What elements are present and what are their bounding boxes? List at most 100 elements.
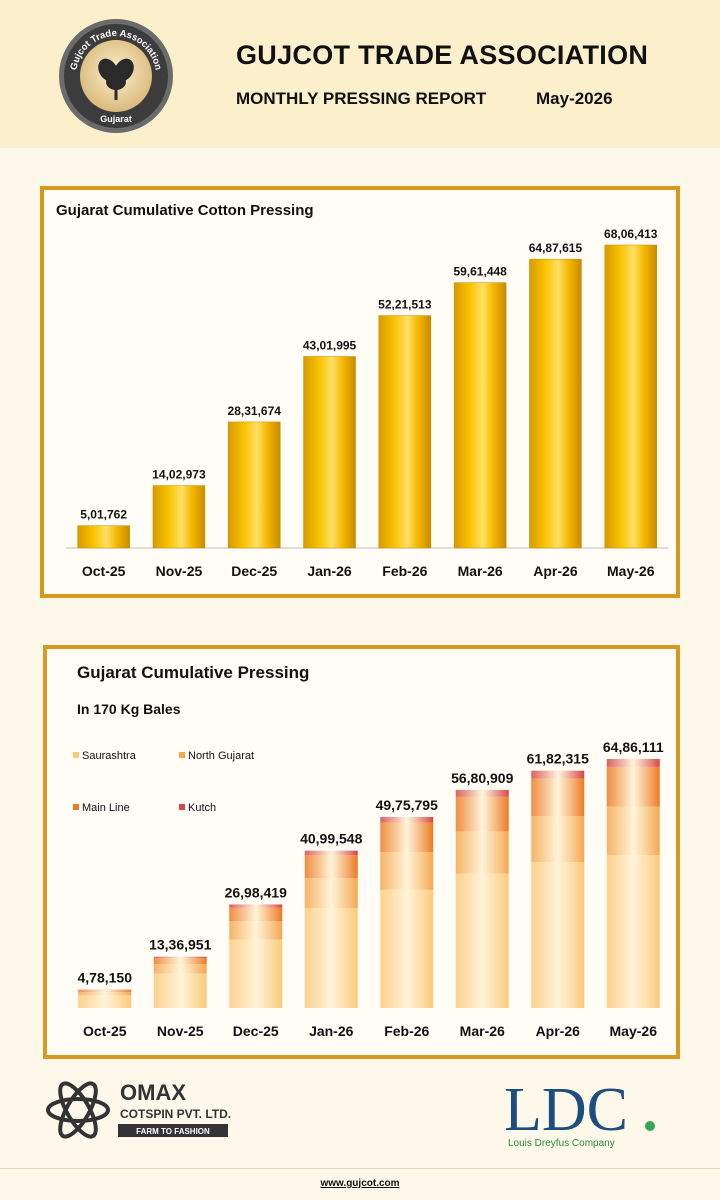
x-tick-label: Feb-26 [382, 563, 427, 579]
bar-segment [455, 789, 509, 797]
report-subtitle: MONTHLY PRESSING REPORT [236, 89, 487, 108]
x-tick-label: Mar-26 [460, 1023, 505, 1039]
cotton-pressing-panel: Gujarat Cumulative Cotton Pressing 5,01,… [40, 186, 680, 598]
legend-swatch [179, 804, 185, 810]
bar [152, 485, 206, 549]
x-tick-label: Dec-25 [231, 563, 277, 579]
bar-total-label: 4,78,150 [78, 970, 133, 986]
bar-segment [304, 878, 358, 909]
bar-segment [78, 992, 132, 996]
bar-segment [531, 816, 585, 863]
bar-segment [531, 770, 585, 779]
bar [77, 525, 130, 549]
bar-segment [606, 855, 660, 1008]
omax-logo: OMAX COTSPIN PVT. LTD. FARM TO FASHION [46, 1080, 231, 1139]
x-tick-label: Mar-26 [458, 563, 503, 579]
bar-total-label: 26,98,419 [225, 884, 287, 900]
omax-name: OMAX [120, 1080, 186, 1105]
cotton-boll-icon [98, 58, 134, 100]
bar-segment [78, 989, 132, 991]
bar-segment [229, 907, 283, 922]
atom-icon [46, 1081, 110, 1139]
bar-segment [380, 816, 434, 823]
cotton-pressing-chart: 5,01,762 Oct-25 14,02,973 Nov-25 28,31,674 De… [66, 227, 669, 579]
legend-label: Main Line [82, 802, 130, 814]
bar-value-label: 64,87,615 [529, 241, 583, 255]
bar-segment [153, 973, 207, 1008]
bar-value-label: 68,06,413 [604, 227, 658, 241]
legend-swatch [73, 752, 79, 758]
bar-total-label: 13,36,951 [149, 937, 211, 953]
legend-label: Saurashtra [82, 750, 137, 762]
bar-segment [380, 852, 434, 890]
bar-value-label: 28,31,674 [228, 404, 282, 418]
x-tick-label: May-26 [607, 563, 655, 579]
bar-segment [78, 990, 132, 993]
bar-segment [304, 855, 358, 879]
x-tick-label: Jan-26 [307, 563, 352, 579]
bar-segment [606, 806, 660, 856]
bar [529, 258, 582, 549]
bar-segment [229, 939, 283, 1008]
bar-segment [153, 956, 207, 959]
bar-segment [531, 862, 585, 1008]
gujcot-logo: Gujcot Trade Association Gujarat [59, 19, 173, 133]
bar-total-label: 40,99,548 [300, 831, 362, 847]
chart1-title: Gujarat Cumulative Cotton Pressing [56, 202, 314, 219]
bar [453, 282, 507, 549]
bar [378, 315, 432, 549]
region-pressing-chart: Saurashtra North Gujarat Main Line Kutch 4,7… [73, 739, 664, 1039]
bar-segment [153, 964, 207, 974]
x-tick-label: Jan-26 [309, 1023, 354, 1039]
region-pressing-panel: Gujarat Cumulative Pressing In 170 Kg Ba… [43, 645, 680, 1059]
bar [303, 356, 356, 549]
bar-segment [78, 995, 132, 1008]
bar-segment [455, 873, 509, 1008]
ldc-dot-icon [645, 1121, 655, 1131]
website-link[interactable]: www.gujcot.com [320, 1178, 400, 1189]
legend-label: Kutch [188, 802, 216, 814]
bar-value-label: 5,01,762 [80, 508, 127, 522]
bar-segment [304, 908, 358, 1008]
bar-value-label: 59,61,448 [453, 265, 507, 279]
bar [604, 244, 657, 549]
legend-swatch [179, 752, 185, 758]
report-month: May-2026 [536, 89, 613, 108]
bar-segment [229, 921, 283, 940]
x-tick-label: Dec-25 [233, 1023, 279, 1039]
bar-segment [153, 958, 207, 965]
ldc-name: LDC [504, 1076, 628, 1144]
x-tick-label: Nov-25 [157, 1023, 204, 1039]
x-tick-label: Oct-25 [82, 563, 126, 579]
report-header: Gujcot Trade Association Gujarat GUJCOT … [0, 0, 720, 148]
bar-segment [455, 796, 509, 832]
x-tick-label: Oct-25 [83, 1023, 127, 1039]
chart2-title: Gujarat Cumulative Pressing [77, 663, 310, 682]
x-tick-label: May-26 [610, 1023, 658, 1039]
report-title: GUJCOT TRADE ASSOCIATION [236, 40, 649, 70]
bar-segment [606, 766, 660, 807]
footer-divider [0, 1168, 720, 1169]
bar-total-label: 49,75,795 [376, 797, 438, 813]
x-tick-label: Feb-26 [384, 1023, 429, 1039]
x-tick-label: Apr-26 [533, 563, 578, 579]
legend-swatch [73, 804, 79, 810]
bar-segment [380, 889, 434, 1008]
x-tick-label: Nov-25 [156, 563, 203, 579]
chart2-subtitle: In 170 Kg Bales [77, 701, 181, 717]
ldc-sub: Louis Dreyfus Company [508, 1138, 615, 1149]
bar-total-label: 64,86,111 [603, 739, 664, 755]
bar-total-label: 61,82,315 [527, 751, 589, 767]
x-tick-label: Apr-26 [536, 1023, 581, 1039]
bar-value-label: 14,02,973 [152, 468, 206, 482]
bar [228, 421, 281, 549]
bar-segment [606, 759, 660, 767]
bar-segment [531, 778, 585, 817]
omax-tag: FARM TO FASHION [136, 1127, 210, 1136]
bar-segment [229, 904, 283, 908]
bar-value-label: 43,01,995 [303, 338, 357, 352]
ldc-logo: LDC Louis Dreyfus Company [504, 1076, 655, 1149]
omax-sub: COTSPIN PVT. LTD. [120, 1107, 231, 1121]
sponsor-logos: OMAX COTSPIN PVT. LTD. FARM TO FASHION L… [0, 1070, 720, 1160]
bar-segment [455, 831, 509, 874]
